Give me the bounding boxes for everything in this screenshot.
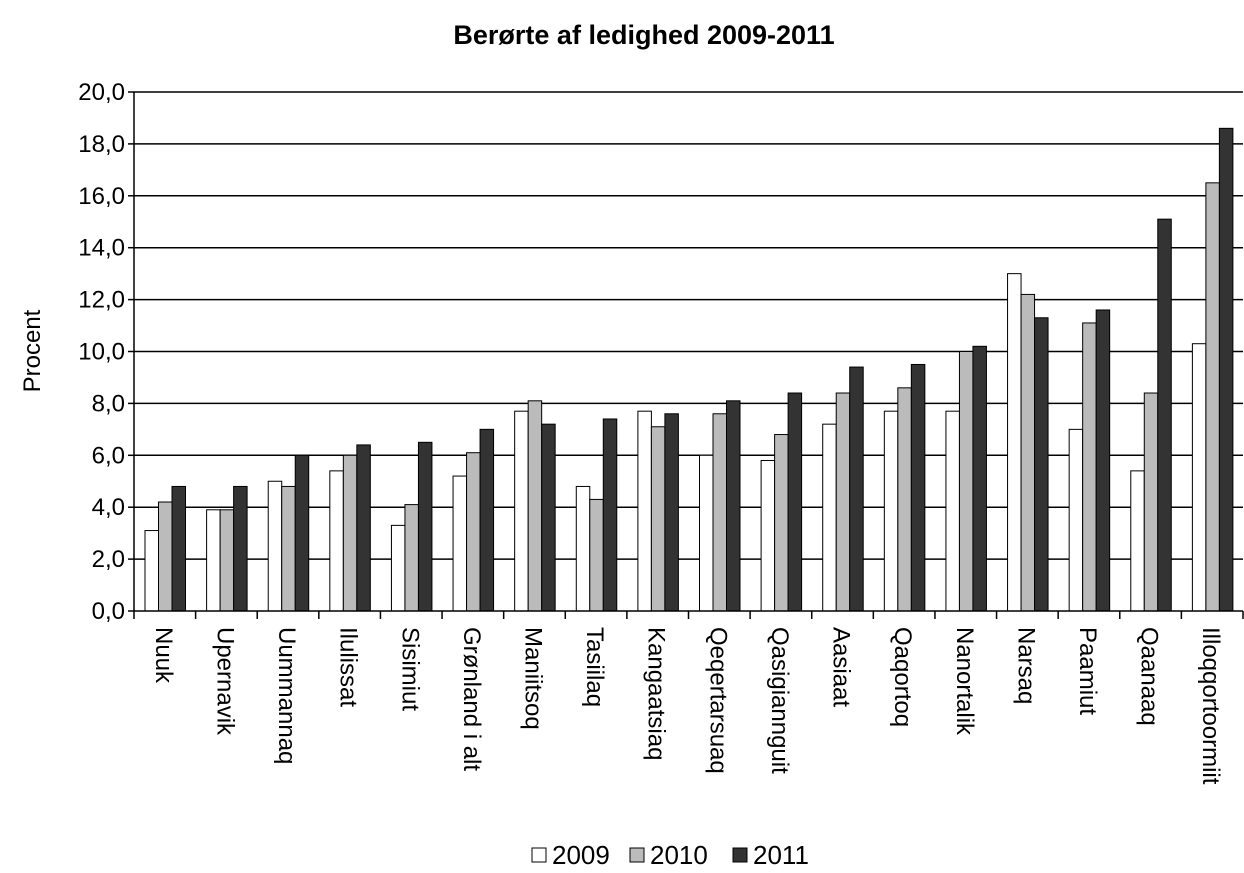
bar-2011-Qaqortoq — [910, 363, 926, 612]
bar-2011-Grønland i alt — [479, 428, 495, 612]
bar-2009-Tasiilaq — [575, 485, 591, 612]
bar-2009-Qeqertarsuaq — [699, 454, 714, 612]
legend-label-2009: 2009 — [552, 840, 610, 870]
bar-2010-Illoqqortoormiit — [1205, 182, 1220, 612]
legend-swatch-2009 — [531, 847, 547, 863]
y-tick-label: 2,0 — [92, 546, 125, 573]
bar-2009-Upernavik — [206, 509, 221, 612]
y-tick-label: 6,0 — [92, 442, 125, 469]
x-category-label: Illoqqortoormiit — [1197, 627, 1224, 785]
x-category-label: Qeqertarsuaq — [704, 627, 731, 774]
bar-2010-Tasiilaq — [589, 498, 604, 612]
bar-2010-Qaanaaq — [1143, 392, 1159, 612]
legend-label-2011: 2011 — [753, 840, 809, 870]
bar-2009-Ilulissat — [329, 470, 344, 612]
y-tick-label: 0,0 — [92, 598, 125, 625]
bar-2009-Nanortalik — [945, 410, 960, 612]
chart-title: Berørte af ledighed 2009-2011 — [453, 20, 834, 50]
bar-2011-Upernavik — [233, 485, 248, 612]
bar-2011-Qeqertarsuaq — [726, 400, 741, 612]
bar-2011-Sisimiut — [417, 441, 433, 612]
bar-2010-Uummannaq — [281, 485, 296, 612]
y-tick-label: 4,0 — [92, 494, 125, 521]
bar-2010-Qaqortoq — [897, 387, 912, 612]
bar-2010-Nuuk — [158, 501, 173, 612]
x-category-label: Upernavik — [211, 627, 238, 736]
x-category-label: Paamiut — [1074, 627, 1101, 715]
y-axis-label: Procent — [19, 309, 46, 392]
bar-2011-Nanortalik — [972, 345, 987, 612]
bar-2010-Paamiut — [1082, 322, 1097, 612]
bars — [144, 127, 1234, 612]
bar-2009-Maniitsoq — [514, 410, 529, 612]
bar-2011-Qaanaaq — [1157, 218, 1172, 612]
bar-2010-Aasiaat — [835, 392, 851, 612]
bar-2011-Ilulissat — [356, 444, 371, 612]
gridlines — [134, 91, 1243, 560]
bar-2009-Sisimiut — [390, 524, 406, 612]
bar-2010-Qeqertarsuaq — [712, 413, 727, 612]
bar-2009-Aasiaat — [822, 423, 837, 612]
y-tick-label: 12,0 — [78, 287, 125, 314]
bar-2010-Nanortalik — [958, 351, 974, 612]
y-tick-label: 8,0 — [92, 390, 125, 417]
bar-2011-Paamiut — [1095, 309, 1111, 612]
y-tick-label: 20,0 — [78, 79, 125, 106]
legend: 2009 2010 2011 — [531, 840, 809, 870]
legend-swatch-2010 — [629, 847, 645, 863]
bar-2011-Qasigiannguit — [787, 392, 803, 612]
bar-2009-Qaanaaq — [1130, 470, 1145, 612]
bar-2011-Nuuk — [171, 485, 186, 612]
bar-2010-Narsaq — [1020, 293, 1036, 612]
bar-2010-Ilulissat — [342, 454, 358, 612]
y-tick-label: 16,0 — [78, 183, 125, 210]
x-category-label: Grønland i alt — [458, 627, 485, 771]
x-category-label: Maniitsoq — [519, 627, 546, 730]
axes — [128, 91, 1244, 619]
bar-2009-Nuuk — [144, 530, 159, 612]
x-category-labels: Nuuk Upernavik Uummannaq Ilulissat Sisimiut G… — [150, 627, 1224, 785]
x-category-label: Narsaq — [1012, 627, 1039, 704]
x-category-label: Qasigiannguit — [766, 627, 793, 774]
y-tick-label: 18,0 — [78, 131, 125, 158]
x-category-label: Nanortalik — [951, 627, 978, 736]
bar-2010-Upernavik — [219, 509, 235, 612]
bar-2009-Paamiut — [1068, 428, 1084, 612]
x-category-label: Uummannaq — [273, 627, 300, 764]
legend-label-2010: 2010 — [650, 840, 708, 870]
bar-2010-Grønland i alt — [466, 452, 481, 612]
y-tick-label: 10,0 — [78, 339, 125, 366]
bar-2009-Grønland i alt — [452, 475, 468, 612]
bar-2011-Tasiilaq — [602, 418, 618, 612]
y-tick-labels: 0,0 2,0 4,0 6,0 8,0 10,0 12,0 14,0 16,0 18,0 20,0 — [78, 79, 125, 625]
bar-2011-Illoqqortoormiit — [1218, 127, 1234, 612]
bar-2011-Narsaq — [1034, 317, 1049, 612]
bar-2009-Illoqqortoormiit — [1191, 343, 1207, 612]
x-category-label: Qaqortoq — [889, 627, 916, 727]
bar-2009-Qaqortoq — [883, 410, 899, 612]
x-category-label: Nuuk — [150, 627, 177, 684]
bar-2011-Maniitsoq — [541, 423, 556, 612]
y-tick-label: 14,0 — [78, 235, 125, 262]
bar-2009-Kangaatsiaq — [637, 410, 652, 612]
bar-2009-Narsaq — [1007, 273, 1022, 612]
bar-2009-Qasigiannguit — [760, 459, 776, 612]
bar-2010-Maniitsoq — [527, 400, 543, 612]
x-category-label: Kangaatsiaq — [643, 627, 670, 760]
bar-2011-Kangaatsiaq — [664, 413, 679, 612]
bar-2010-Sisimiut — [404, 504, 419, 612]
x-category-label: Aasiaat — [828, 627, 855, 707]
legend-swatch-2011 — [732, 847, 748, 863]
x-category-label: Sisimiut — [396, 627, 423, 711]
bar-2009-Uummannaq — [267, 480, 283, 612]
x-category-label: Qaanaaq — [1136, 627, 1163, 726]
x-category-label: Ilulissat — [335, 627, 362, 707]
bar-2011-Uummannaq — [294, 454, 310, 612]
bar-2010-Qasigiannguit — [774, 434, 789, 612]
bar-2011-Aasiaat — [849, 366, 864, 612]
x-category-label: Tasiilaq — [581, 627, 608, 707]
bar-2010-Kangaatsiaq — [650, 426, 666, 612]
